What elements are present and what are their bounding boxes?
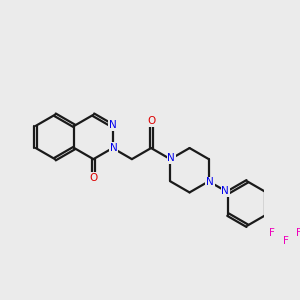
Text: F: F (269, 229, 275, 238)
Text: N: N (167, 153, 175, 163)
Text: F: F (283, 236, 289, 246)
Text: N: N (221, 186, 229, 197)
Text: O: O (89, 173, 98, 183)
Text: N: N (206, 177, 214, 188)
Text: N: N (109, 120, 116, 130)
Text: N: N (110, 143, 118, 153)
Text: F: F (296, 229, 300, 238)
Text: O: O (147, 116, 155, 126)
